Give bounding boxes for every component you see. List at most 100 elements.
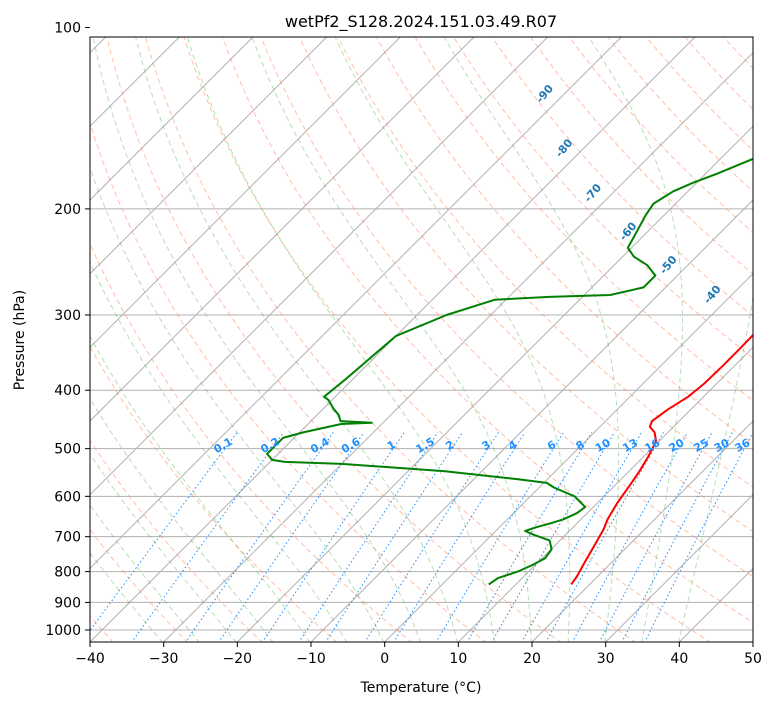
x-tick-label: 40 (670, 651, 688, 667)
dry-adiabat-line (530, 37, 753, 275)
dry-adiabat-line (106, 37, 562, 642)
x-tick-label: −10 (296, 651, 326, 667)
isotherm-line (531, 420, 753, 642)
dry-adiabat-line (376, 37, 753, 445)
mixing-ratio-line (491, 432, 615, 642)
mixing-ratio-line (521, 432, 642, 642)
mixing-ratio-label: 4 (506, 438, 519, 453)
dry-adiabat-line (337, 37, 753, 488)
plot-area: 0.1 0.2 0.4 0.6 1 1.5 2 3 4 6 8 10 13 16 20 25 30 36-100-… (90, 28, 775, 643)
dry-adiabat-line (753, 28, 775, 643)
mixing-ratio-line (466, 432, 593, 642)
mixing-ratio-label: 30 (712, 436, 732, 455)
pressure-gridlines (90, 208, 753, 631)
isotherm-line (752, 641, 753, 642)
isotherm-line (90, 37, 475, 422)
y-tick-label: 700 (54, 530, 81, 546)
moist-adiabat-line (251, 37, 532, 642)
x-axis-title: Temperature (°C) (360, 680, 482, 696)
dry-adiabat-label: -30 (748, 309, 771, 333)
dry-adiabat-line (414, 37, 753, 402)
isotherm-line (457, 346, 753, 642)
mixing-ratio-label: 0.4 (308, 435, 332, 456)
mixing-ratio-line (435, 432, 564, 642)
dry-adiabat-line (260, 37, 753, 578)
x-tick-label: −30 (149, 651, 179, 667)
mixing-ratio-label: 3 (480, 438, 493, 453)
mixing-ratio-line (621, 432, 733, 642)
mixing-ratio-line (90, 432, 238, 632)
y-tick-label: 900 (54, 595, 81, 611)
dry-adiabat-line (299, 37, 753, 533)
dry-adiabat-line (568, 37, 753, 234)
isotherm-line (90, 37, 623, 570)
moist-adiabat-line (92, 37, 421, 642)
moist-adiabat-line (186, 37, 495, 642)
y-tick-label: 600 (54, 489, 81, 505)
mixing-ratio-line (545, 432, 664, 642)
dry-adiabats (90, 28, 775, 643)
isotherm-line (90, 37, 402, 349)
dry-adiabat-label: -70 (581, 181, 604, 205)
dry-adiabat-line (221, 37, 753, 624)
moist-adiabat-line (90, 166, 385, 642)
dry-adiabat-line (90, 345, 338, 642)
dry-adiabat-line (453, 37, 753, 359)
chart-title: wetPf2_S128.2024.151.03.49.R07 (285, 12, 557, 32)
y-tick-label: 100 (54, 21, 81, 37)
mixing-ratio-label: 1 (385, 438, 398, 453)
y-axis-title: Pressure (hPa) (12, 290, 28, 390)
mixing-ratio-label: 0.2 (258, 435, 281, 456)
x-axis-ticks: −40 −30 −20 −10 0 10 20 30 40 50 (75, 642, 762, 667)
moist-adiabat-line (443, 37, 620, 642)
isotherm-line (90, 37, 549, 496)
moist-adiabats (90, 37, 753, 642)
isotherms (90, 37, 753, 642)
mixing-ratio-label: 0.1 (211, 435, 234, 456)
mixing-ratio-line (571, 432, 688, 642)
mixing-ratio-label: 10 (593, 436, 613, 455)
mixing-ratio-line (184, 432, 334, 642)
moist-adiabat-line (90, 552, 163, 642)
y-axis-ticks: 100 200 300 400 500 600 700 800 900 1000 (45, 21, 90, 639)
x-tick-label: 0 (380, 651, 389, 667)
dry-adiabat-line (607, 37, 753, 193)
isotherm-line (310, 199, 753, 642)
moist-adiabat-line (90, 397, 274, 642)
mixing-ratio-label: 0.6 (339, 435, 363, 456)
mixing-ratio-label: 25 (691, 436, 711, 455)
isotherm-line (236, 125, 753, 642)
mixing-ratio-line (218, 432, 365, 642)
moist-adiabat-line (135, 37, 458, 642)
y-tick-label: 800 (54, 565, 81, 581)
mixing-ratio-label: 13 (620, 436, 640, 455)
isotherm-line (678, 567, 753, 642)
isotherm-line (90, 37, 254, 201)
dry-adiabat-label: -60 (617, 219, 640, 243)
moist-adiabat-line (90, 335, 311, 642)
dry-adiabat-line (90, 121, 487, 642)
moist-adiabat-line (90, 453, 237, 642)
dry-adiabat-line (183, 37, 711, 642)
mixing-ratio-line (393, 432, 526, 642)
dewpoint-profile (266, 157, 753, 586)
x-tick-label: −20 (223, 651, 253, 667)
moist-adiabat-line (678, 37, 753, 642)
mixing-ratio-label: 6 (545, 438, 558, 453)
x-tick-label: 50 (744, 651, 762, 667)
sounding-series (266, 157, 753, 586)
x-tick-label: −40 (75, 651, 105, 667)
moist-adiabat-line (588, 37, 683, 642)
dry-adiabat-line (491, 37, 753, 317)
dry-adiabat-line (645, 37, 753, 152)
dry-adiabat-label: -80 (553, 136, 576, 160)
moist-adiabat-line (334, 37, 571, 642)
isotherm-line (162, 51, 753, 642)
x-tick-label: 10 (449, 651, 467, 667)
mixing-ratio-line (364, 432, 499, 642)
dry-adiabat-line (144, 37, 637, 642)
mixing-ratio-lines (90, 432, 753, 642)
y-tick-label: 200 (54, 202, 81, 218)
isotherm-line (90, 37, 328, 275)
